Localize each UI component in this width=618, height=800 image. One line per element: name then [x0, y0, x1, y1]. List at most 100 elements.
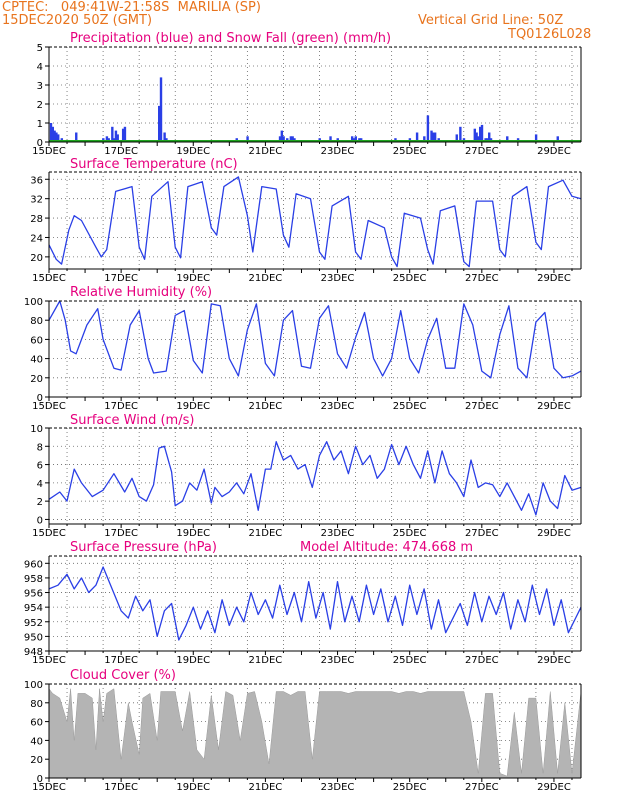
precip-bar: [282, 136, 285, 142]
rh-ytick-label: 80: [30, 316, 43, 327]
precip-bar: [455, 134, 458, 142]
rh-ytick-label: 40: [30, 355, 43, 366]
wind-xtick-label: 17DEC: [104, 528, 138, 539]
precip-bar: [55, 132, 58, 142]
precip-bar: [246, 136, 249, 142]
cloud-xtick-label: 21DEC: [249, 782, 283, 793]
precip-bar: [432, 132, 435, 142]
pressure-xtick-label: 29DEC: [537, 655, 571, 666]
precip-xtick-label: 19DEC: [176, 146, 210, 157]
cloud-ytick-label: 40: [30, 736, 43, 747]
temp-xtick-label: 25DEC: [393, 273, 427, 284]
precip-xtick-label: 15DEC: [32, 146, 66, 157]
precip-bar: [111, 126, 114, 142]
wind-xtick-label: 25DEC: [393, 528, 427, 539]
precip-ytick-label: 4: [37, 62, 43, 73]
temp-xtick-label: 23DEC: [321, 273, 355, 284]
rh-xtick-label: 17DEC: [104, 401, 138, 412]
cloud-ytick-label: 0: [37, 774, 43, 785]
temp-ytick-label: 28: [30, 214, 43, 225]
rh-xtick-label: 21DEC: [249, 401, 283, 412]
precip-bar: [159, 77, 163, 142]
precip-bar: [415, 132, 419, 142]
temp-ytick-label: 36: [30, 175, 43, 186]
pressure-annotation: Model Altitude: 474.668 m: [300, 540, 473, 555]
pressure-title: Surface Pressure (hPa): [70, 540, 217, 555]
rh-ytick-label: 60: [30, 335, 43, 346]
header-grid-note: Vertical Grid Line: 50Z: [418, 13, 564, 28]
precip-bar: [433, 132, 437, 142]
pressure-ytick-label: 950: [24, 632, 43, 643]
precip-bar: [473, 128, 476, 142]
precip-bar: [116, 134, 119, 142]
pressure-ytick-label: 956: [24, 589, 43, 600]
precip-bar: [459, 126, 462, 142]
rh-ytick-label: 0: [37, 393, 43, 404]
precip-bar: [430, 130, 433, 142]
precip-bar: [475, 132, 478, 142]
rh-series-line: [48, 300, 582, 379]
wind-ytick-label: 6: [37, 461, 43, 472]
rh-xtick-label: 19DEC: [176, 401, 210, 412]
precip-bar: [158, 105, 161, 142]
precip-ytick-label: 0: [37, 138, 43, 149]
temp-xtick-label: 15DEC: [32, 273, 66, 284]
cloud-xtick-label: 19DEC: [176, 782, 210, 793]
precip-bar: [556, 136, 559, 142]
wind-ytick-label: 0: [37, 515, 43, 526]
precip-bar: [534, 134, 538, 142]
temp-ytick-label: 24: [30, 233, 43, 244]
precip-bar: [114, 130, 118, 142]
precip-xtick-label: 21DEC: [249, 146, 283, 157]
rh-xtick-label: 23DEC: [321, 401, 355, 412]
precip-bar: [506, 136, 509, 142]
rh-title: Relative Humidity (%): [70, 285, 212, 300]
pressure-ytick-label: 948: [24, 647, 43, 658]
pressure-ytick-label: 954: [24, 603, 43, 614]
precip-bar: [480, 124, 484, 142]
precip-bar: [426, 115, 430, 142]
temp-ytick-label: 32: [30, 195, 43, 206]
cloud-xtick-label: 23DEC: [321, 782, 355, 793]
wind-xtick-label: 15DEC: [32, 528, 66, 539]
pressure-xtick-label: 23DEC: [321, 655, 355, 666]
precip-bar: [123, 126, 127, 142]
precip-bar: [350, 136, 354, 142]
wind-xtick-label: 29DEC: [537, 528, 571, 539]
pressure-xtick-label: 25DEC: [393, 655, 427, 666]
rh-ytick-label: 20: [30, 374, 43, 385]
cloud-xtick-label: 27DEC: [465, 782, 499, 793]
precip-bar: [57, 134, 60, 142]
wind-title: Surface Wind (m/s): [70, 413, 194, 428]
wind-xtick-label: 19DEC: [176, 528, 210, 539]
precip-xtick-label: 27DEC: [465, 146, 499, 157]
temp-xtick-label: 21DEC: [249, 273, 283, 284]
cloud-title: Cloud Cover (%): [70, 668, 176, 683]
temp-xtick-label: 19DEC: [176, 273, 210, 284]
header-date: 15DEC2020 50Z (GMT): [2, 13, 153, 28]
precip-ytick-label: 3: [37, 81, 43, 92]
cloud-xtick-label: 29DEC: [537, 782, 571, 793]
cloud-ytick-label: 20: [30, 755, 43, 766]
precip-bar: [479, 126, 482, 142]
wind-ytick-label: 4: [37, 479, 43, 490]
wind-ytick-label: 8: [37, 442, 43, 453]
header-station: CPTEC: 049:41W-21:58S MARILIA (SP): [2, 0, 261, 15]
cloud-xtick-label: 17DEC: [104, 782, 138, 793]
pressure-xtick-label: 27DEC: [465, 655, 499, 666]
precip-bar: [423, 136, 426, 142]
precip-bar: [75, 132, 78, 142]
precip-bar: [105, 136, 109, 142]
rh-xtick-label: 27DEC: [465, 401, 499, 412]
precip-bar: [477, 136, 480, 142]
precip-bar: [49, 123, 53, 142]
temp-xtick-label: 17DEC: [104, 273, 138, 284]
precip-bar: [289, 136, 293, 142]
temp-title: Surface Temperature (nC): [70, 157, 238, 172]
cloud-xtick-label: 15DEC: [32, 782, 66, 793]
wind-xtick-label: 21DEC: [249, 528, 283, 539]
temp-xtick-label: 27DEC: [465, 273, 499, 284]
precip-bar: [53, 130, 56, 142]
rh-xtick-label: 29DEC: [537, 401, 571, 412]
temp-xtick-label: 29DEC: [537, 273, 571, 284]
